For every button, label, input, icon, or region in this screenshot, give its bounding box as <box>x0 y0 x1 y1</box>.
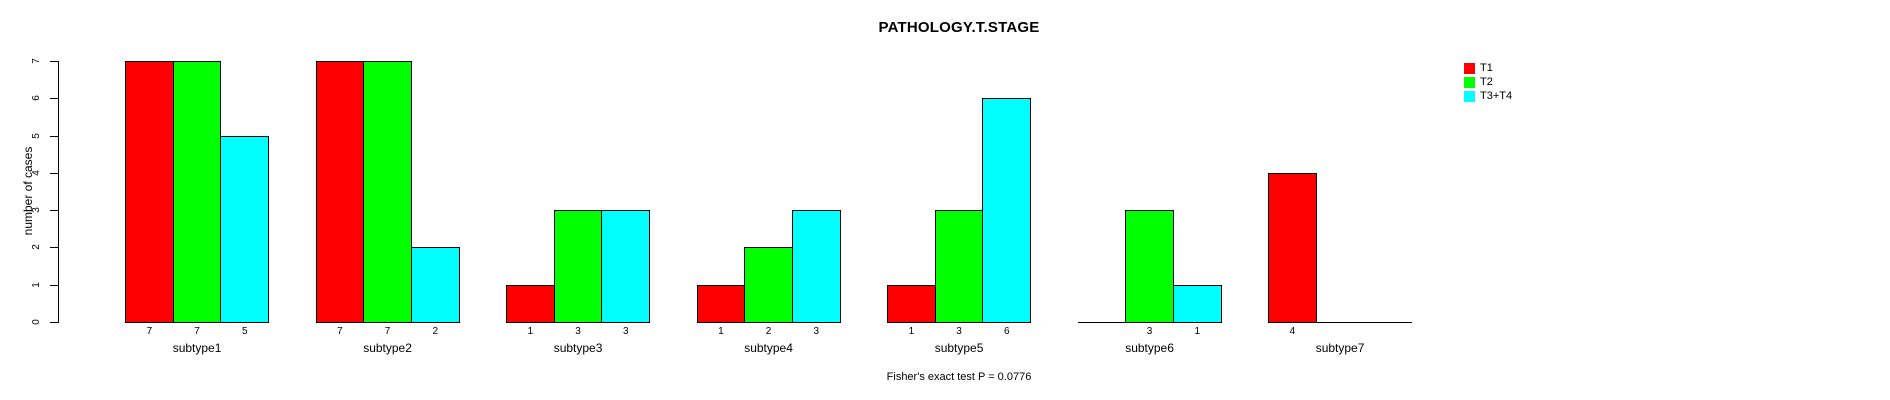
category-label-subtype6: subtype6 <box>1125 341 1174 355</box>
y-tick-mark <box>50 135 58 137</box>
y-tick-label: 6 <box>31 95 42 101</box>
y-tick-label: 4 <box>31 170 42 176</box>
bar-subtype3-t1 <box>506 284 555 323</box>
bar-subtype5-t1 <box>887 284 936 323</box>
legend: T1 T2 T3+T4 <box>1464 63 1512 105</box>
chart-title: PATHOLOGY.T.STAGE <box>878 19 1040 36</box>
bar-value-label: 7 <box>337 326 343 337</box>
bar-subtype2-t2 <box>363 60 412 323</box>
legend-swatch-t2-icon <box>1464 77 1475 88</box>
category-label-subtype2: subtype2 <box>363 341 412 355</box>
bar-subtype5-t2 <box>934 210 984 323</box>
bar-value-label: 3 <box>1146 326 1153 337</box>
legend-label-t1: T1 <box>1480 62 1493 74</box>
bar-value-label: 2 <box>432 326 439 337</box>
bar-subtype1-t2 <box>172 60 222 323</box>
bar-subtype1-t1 <box>125 60 174 323</box>
y-tick-label: 1 <box>31 281 42 288</box>
y-tick-label: 2 <box>31 244 42 251</box>
bar-value-label: 7 <box>146 326 153 337</box>
bar-value-label: 1 <box>1194 326 1201 337</box>
bar-value-label: 7 <box>384 326 391 337</box>
y-tick-mark <box>50 172 58 174</box>
bar-value-label: 6 <box>1003 326 1010 337</box>
bar-value-label: 2 <box>765 326 772 337</box>
bar-subtype2-t3t4 <box>410 247 460 323</box>
legend-entry-t3t4: T3+T4 <box>1464 91 1512 102</box>
group-baseline-subtype7 <box>1268 322 1413 323</box>
bar-value-label: 1 <box>718 326 724 337</box>
y-tick-mark <box>50 98 58 100</box>
legend-label-t2: T2 <box>1480 76 1493 88</box>
category-label-subtype3: subtype3 <box>553 341 603 355</box>
bar-subtype6-t3t4 <box>1172 284 1222 323</box>
bar-subtype3-t3t4 <box>601 210 651 323</box>
bar-subtype4-t3t4 <box>791 210 841 323</box>
y-tick-mark <box>50 247 58 249</box>
legend-label-t3t4: T3+T4 <box>1480 90 1513 102</box>
bar-subtype1-t3t4 <box>220 135 270 323</box>
bar-subtype4-t2 <box>744 247 793 323</box>
y-tick-label: 5 <box>31 132 42 139</box>
bar-value-label: 1 <box>908 326 915 337</box>
bar-value-label: 5 <box>241 326 248 337</box>
bar-value-label: 1 <box>527 326 534 337</box>
legend-swatch-t1-icon <box>1464 63 1475 74</box>
bar-value-label: 3 <box>575 326 581 337</box>
category-label-subtype5: subtype5 <box>934 341 984 355</box>
y-tick-mark <box>50 322 58 323</box>
bar-value-label: 3 <box>956 326 962 337</box>
y-tick-label: 7 <box>31 58 42 64</box>
bar-subtype4-t1 <box>696 284 746 323</box>
bar-subtype6-t2 <box>1125 210 1174 323</box>
legend-entry-t2: T2 <box>1464 77 1512 88</box>
bar-value-label: 4 <box>1289 326 1296 337</box>
y-axis-line <box>58 60 59 323</box>
bar-value-label: 3 <box>813 326 820 337</box>
y-tick-mark <box>50 210 58 212</box>
y-tick-label: 0 <box>31 319 42 325</box>
bar-subtype2-t1 <box>315 60 365 323</box>
category-label-subtype7: subtype7 <box>1315 341 1365 355</box>
bar-subtype3-t2 <box>553 210 603 323</box>
y-tick-mark <box>50 284 58 286</box>
footnote-fishers-test: Fisher's exact test P = 0.0776 <box>886 371 1032 383</box>
y-tick-mark <box>50 60 58 62</box>
bar-value-label: 3 <box>622 326 629 337</box>
bar-subtype7-t1 <box>1268 172 1317 323</box>
bar-subtype5-t3t4 <box>982 98 1032 323</box>
legend-swatch-t3t4-icon <box>1464 91 1475 102</box>
bar-value-label: 7 <box>194 326 200 337</box>
y-tick-label: 3 <box>31 207 42 213</box>
category-label-subtype1: subtype1 <box>172 341 222 355</box>
category-label-subtype4: subtype4 <box>744 341 793 355</box>
legend-entry-t1: T1 <box>1464 63 1512 74</box>
